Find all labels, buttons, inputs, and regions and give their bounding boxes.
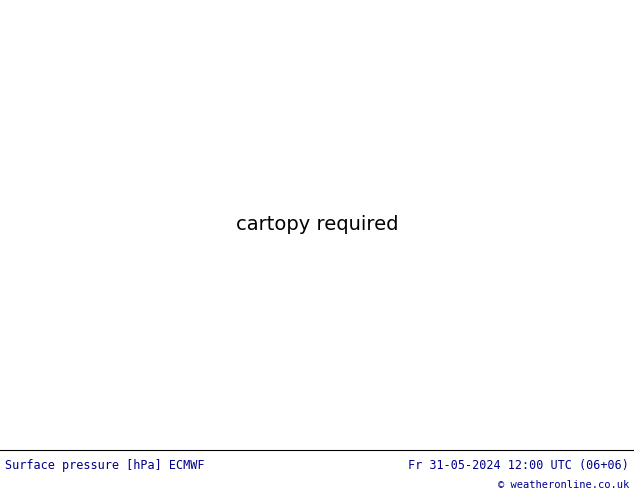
Text: Fr 31-05-2024 12:00 UTC (06+06): Fr 31-05-2024 12:00 UTC (06+06)	[408, 459, 629, 471]
Text: © weatheronline.co.uk: © weatheronline.co.uk	[498, 480, 629, 490]
Text: Surface pressure [hPa] ECMWF: Surface pressure [hPa] ECMWF	[5, 459, 205, 471]
Text: cartopy required: cartopy required	[236, 215, 398, 234]
